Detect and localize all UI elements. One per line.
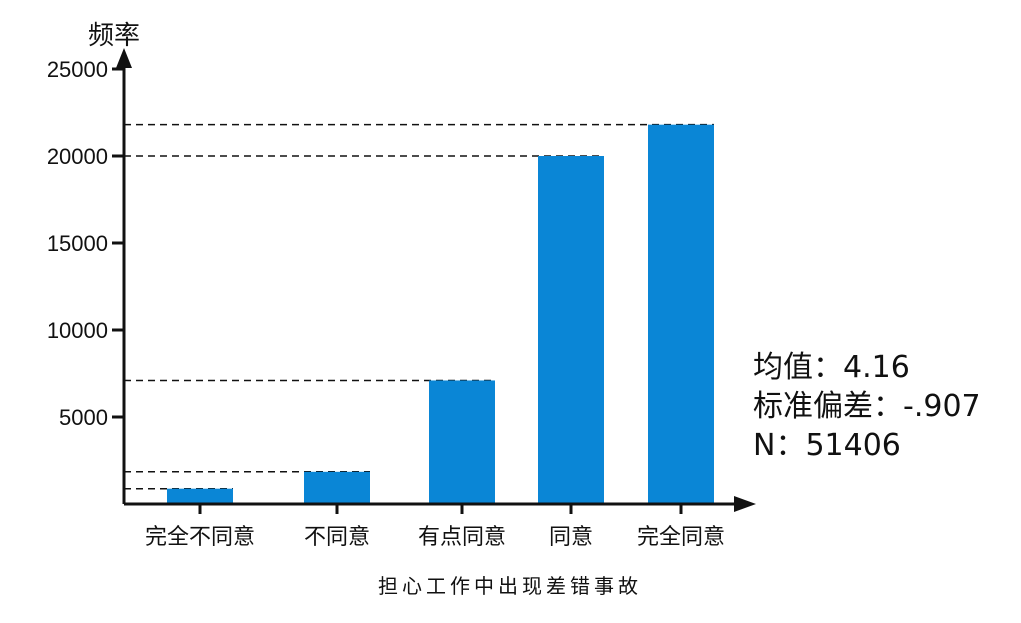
- stat-std-dev: 标准偏差：-.907: [753, 389, 981, 424]
- statistics-box: 均值：4.16 标准偏差：-.907 N：51406: [753, 348, 981, 465]
- bar: [648, 124, 714, 505]
- x-tick-label: 完全同意: [637, 525, 725, 550]
- bar: [429, 380, 495, 504]
- stat-n: N：51406: [753, 428, 901, 463]
- x-axis-label: 担心工作中出现差错事故: [378, 574, 642, 598]
- x-tick-label: 不同意: [304, 525, 370, 550]
- bars: [167, 124, 714, 505]
- bar: [304, 471, 370, 504]
- x-axis-arrow: [734, 496, 756, 512]
- bar: [167, 488, 233, 504]
- y-tick-label: 10000: [47, 318, 108, 343]
- y-tick-label: 20000: [47, 144, 108, 169]
- y-tick-label: 5000: [59, 405, 108, 430]
- axes: [116, 48, 756, 512]
- y-tick-label: 25000: [47, 57, 108, 82]
- y-axis-label: 频率: [88, 21, 140, 51]
- y-ticks: 5000 10000 15000 20000 25000: [47, 57, 124, 430]
- x-ticks: 完全不同意 不同意 有点同意 同意 完全同意: [145, 504, 725, 550]
- x-tick-label: 同意: [549, 525, 593, 550]
- bar: [538, 156, 604, 504]
- y-axis-arrow: [116, 48, 132, 68]
- x-tick-label: 有点同意: [418, 525, 506, 550]
- stat-mean: 均值：4.16: [753, 350, 910, 385]
- y-tick-label: 15000: [47, 231, 108, 256]
- x-tick-label: 完全不同意: [145, 525, 255, 550]
- reference-lines: [124, 123, 714, 490]
